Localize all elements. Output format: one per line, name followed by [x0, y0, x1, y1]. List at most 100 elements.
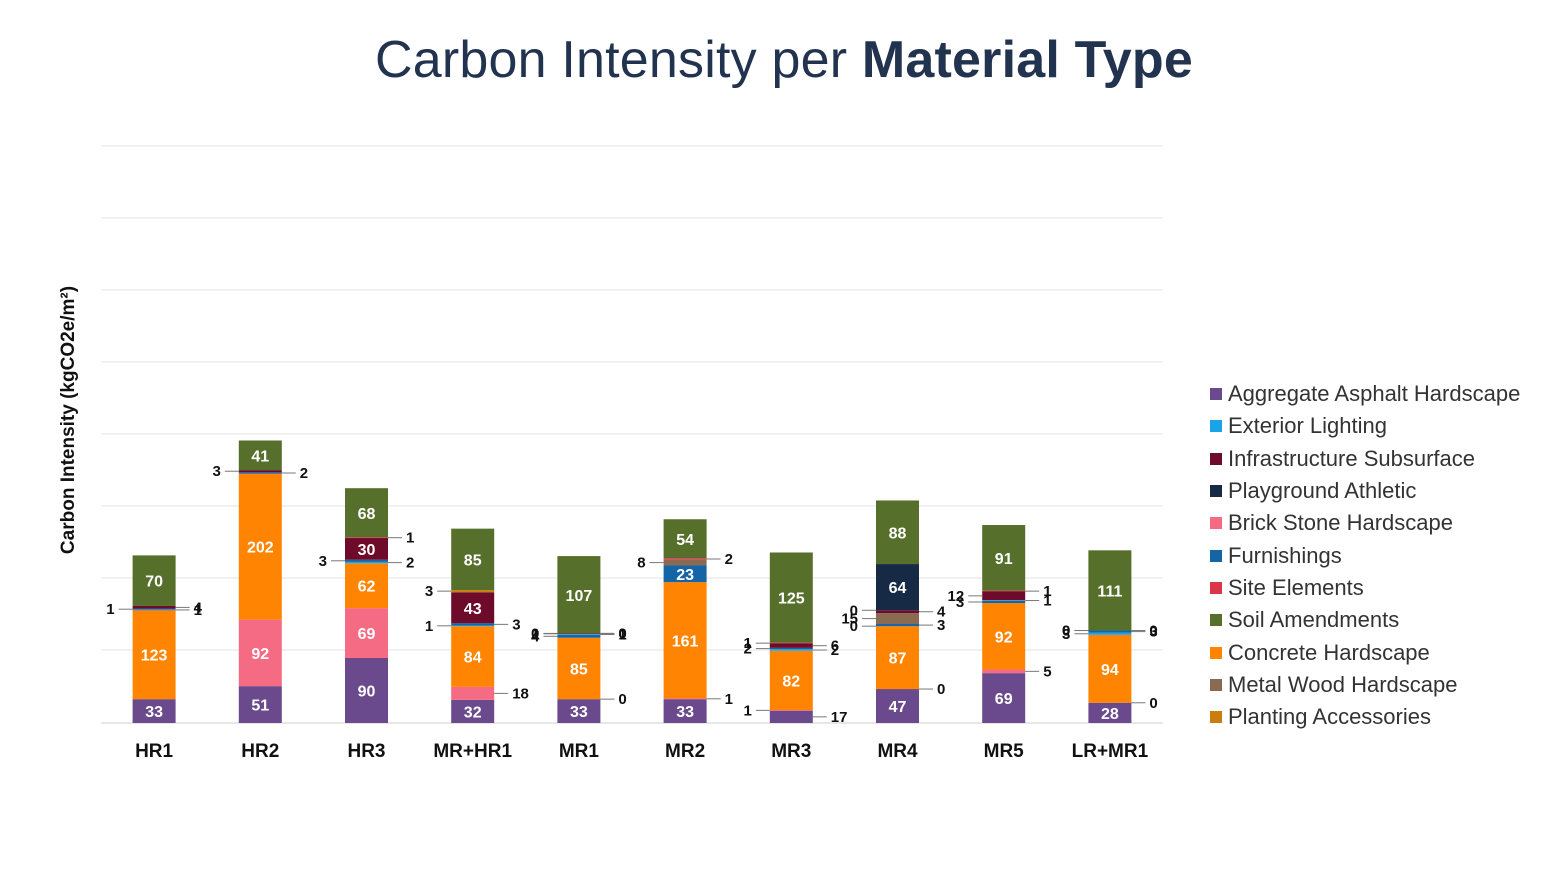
data-label: 1: [106, 601, 114, 618]
data-label: 4: [194, 599, 203, 616]
data-label: 51: [251, 698, 269, 715]
legend-swatch: [1210, 549, 1222, 562]
data-label: 0: [1062, 623, 1070, 640]
data-label: 32: [464, 704, 482, 721]
bar-segment-mr2-furnishings: [663, 565, 707, 583]
data-label: 68: [358, 506, 376, 523]
data-label: 0: [937, 681, 945, 698]
legend-swatch: [1210, 517, 1222, 530]
x-tick-label: HR1: [135, 741, 173, 762]
x-tick-label: MR1: [559, 741, 600, 762]
legend-swatch: [1210, 420, 1222, 433]
bar-segment-mr5-furnishings: [982, 600, 1026, 604]
data-label: 69: [995, 691, 1013, 708]
data-label: 0: [618, 625, 626, 642]
bar-segment-mr3-concrete-hardscape: [769, 650, 813, 710]
bar-segment-mr3-furnishings: [769, 647, 813, 650]
legend-item: Exterior Lighting: [1210, 410, 1520, 442]
data-label: 0: [1062, 623, 1070, 640]
x-tick-label: MR+HR1: [433, 741, 512, 762]
bar-segment-mr2-soil-amendments: [663, 519, 707, 559]
data-label: 85: [570, 661, 588, 678]
data-label: 6: [831, 638, 839, 655]
bar-segment-hr2-infrastructure-subsurface: [238, 470, 282, 473]
bar-segment-hr3-site-elements: [345, 537, 388, 539]
bar-segment-lr-mr1-soil-amendments: [1088, 550, 1132, 631]
data-label: 1: [425, 618, 433, 635]
bar-segment-hr1-exterior-lighting: [132, 608, 176, 610]
data-label: 84: [464, 650, 482, 667]
legend-label: Playground Athletic: [1228, 478, 1417, 504]
bar-segment-hr1-concrete-hardscape: [132, 610, 176, 700]
data-label: 111: [1097, 583, 1122, 600]
data-label: 33: [676, 704, 694, 721]
bar-segment-mr-hr1-soil-amendments: [451, 528, 495, 591]
bar-segment-mr2-aggregate-asphalt-hardscape: [663, 699, 707, 723]
data-label: 161: [672, 633, 699, 650]
data-label: 85: [464, 552, 482, 569]
x-tick-label: HR3: [347, 741, 385, 762]
data-label: 4: [937, 604, 946, 621]
data-label: 1: [1043, 583, 1051, 600]
bar-segment-mr2-site-elements: [663, 558, 707, 560]
data-label: 0: [850, 602, 858, 619]
data-label: 3: [1062, 626, 1070, 643]
bar-segment-mr4-aggregate-asphalt-hardscape: [876, 689, 919, 723]
bar-segment-mr-hr1-furnishings: [451, 623, 495, 626]
bar-segment-hr1-soil-amendments: [132, 555, 176, 606]
bar-segment-hr3-aggregate-asphalt-hardscape: [345, 657, 388, 723]
bar-segment-mr5-aggregate-asphalt-hardscape: [982, 673, 1026, 723]
bar-segment-mr-hr1-concrete-hardscape: [451, 626, 495, 687]
bar-segment-mr-hr1-infrastructure-subsurface: [451, 592, 495, 624]
data-label: 5: [1043, 663, 1051, 680]
data-label: 17: [831, 709, 848, 726]
legend-label: Site Elements: [1228, 574, 1364, 600]
data-label: 3: [937, 617, 945, 634]
x-tick-label: LR+MR1: [1072, 741, 1149, 762]
bar-segment-mr5-infrastructure-subsurface: [982, 591, 1026, 601]
bar-segment-mr3-soil-amendments: [769, 552, 813, 643]
bar-segment-mr-hr1-aggregate-asphalt-hardscape: [451, 699, 495, 723]
bar-segment-lr-mr1-concrete-hardscape: [1088, 634, 1132, 703]
legend-item: Metal Wood Hardscape: [1210, 669, 1520, 701]
bar-segment-mr5-exterior-lighting: [982, 600, 1026, 601]
data-label: 0: [850, 618, 858, 635]
legend-item: Infrastructure Subsurface: [1210, 443, 1520, 475]
legend-item: Site Elements: [1210, 572, 1520, 604]
data-label: 33: [145, 704, 163, 721]
chart-title: Carbon Intensity per Material Type: [0, 30, 1568, 90]
legend-item: Aggregate Asphalt Hardscape: [1210, 378, 1520, 410]
bar-segment-hr2-soil-amendments: [238, 440, 282, 471]
bar-segment-mr4-playground-athletic: [876, 564, 919, 611]
data-label: 18: [512, 685, 529, 702]
data-label: 2: [300, 465, 308, 482]
bar-segment-mr3-brick-stone-hardscape: [769, 709, 813, 711]
data-label: 2: [743, 641, 751, 658]
legend-item: Playground Athletic: [1210, 475, 1520, 507]
x-tick-label: MR4: [877, 741, 918, 762]
data-label: 15: [841, 611, 858, 628]
x-tick-label: MR5: [984, 741, 1025, 762]
data-label: 92: [995, 629, 1013, 646]
legend-swatch: [1210, 452, 1222, 465]
data-label: 3: [1149, 624, 1157, 641]
bar-segment-mr2-concrete-hardscape: [663, 582, 707, 699]
data-label: 0: [531, 625, 539, 642]
data-label: 4: [531, 628, 540, 645]
legend-label: Soil Amendments: [1228, 607, 1400, 633]
x-axis-ticks: HR1 HR2 HR3 MR+HR1 MR1 MR2 MR3 MR4 MR5 LR+MR1: [135, 741, 1149, 762]
bar-segment-hr2-aggregate-asphalt-hardscape: [238, 686, 282, 723]
data-label: 0: [1149, 623, 1157, 640]
bar-segment-hr1-furnishings: [132, 609, 176, 611]
bar-segment-mr5-soil-amendments: [982, 525, 1026, 591]
bar-segment-hr2-furnishings: [238, 472, 282, 474]
legend-label: Furnishings: [1228, 542, 1342, 568]
bar-segment-hr2-brick-stone-hardscape: [238, 619, 282, 687]
data-label: 23: [676, 567, 694, 584]
x-tick-label: MR3: [771, 741, 811, 762]
bar-segment-mr1-aggregate-asphalt-hardscape: [557, 699, 601, 723]
data-label: 125: [778, 591, 805, 608]
legend-swatch: [1210, 678, 1222, 691]
